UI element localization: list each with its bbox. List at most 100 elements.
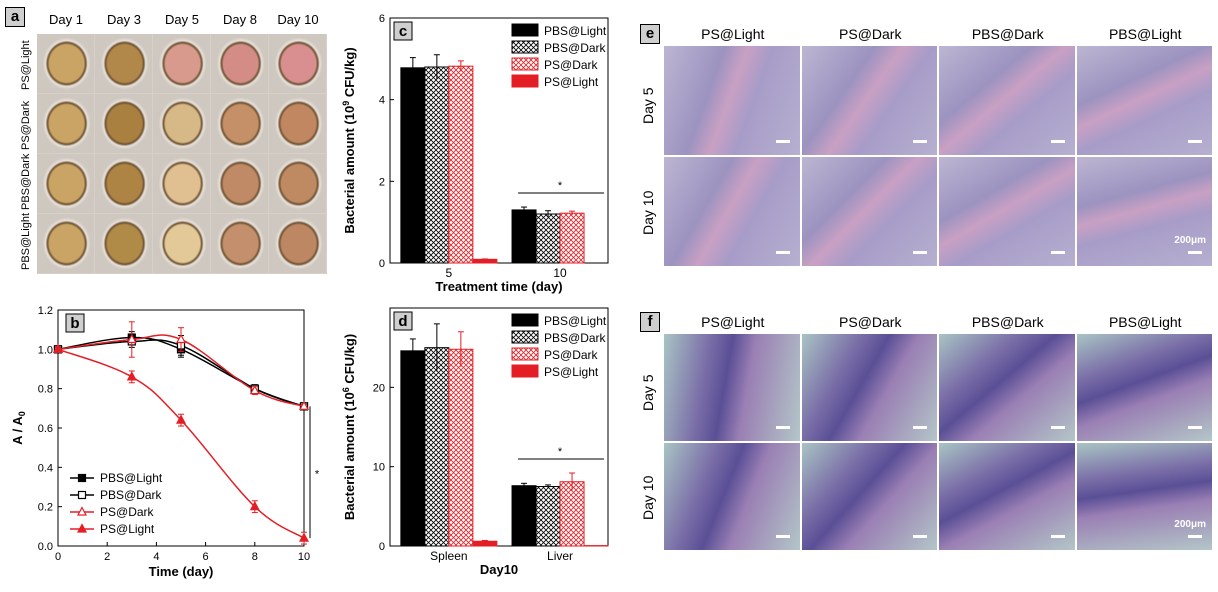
panel-c-label: c [399, 23, 407, 40]
data-point [249, 500, 260, 511]
x-tick-label: 5 [446, 266, 453, 280]
photo-row-label: PBS@Light [20, 212, 32, 270]
legend-swatch [511, 347, 539, 361]
y-axis-title-end: CFU/kg) [342, 47, 357, 100]
scale-bar [913, 426, 927, 429]
x-axis-title: Time (day) [149, 564, 214, 579]
bar [448, 65, 474, 264]
y-axis-title: Bacterial amount (109 CFU/kg) [341, 47, 357, 233]
panel-a-photos: a Day 1 Day 3 Day 5 Day 8 Day 10 PS@Light PS@… [0, 0, 330, 280]
panel-c-label-box [393, 21, 413, 41]
x-tick-label: 4 [153, 551, 159, 563]
y-axis-title: A / A0 [10, 411, 27, 445]
x-tick-label: Spleen [430, 549, 467, 563]
bar [535, 213, 561, 264]
y-tick-label: 0.2 [38, 502, 53, 514]
data-point [77, 490, 87, 500]
scale-bar [1050, 535, 1065, 538]
scale-bar-text: 200μm [1174, 519, 1206, 530]
histology-column-label: PS@Dark [839, 26, 902, 42]
y-tick-label: 0 [379, 258, 385, 270]
bar [400, 67, 426, 264]
y-tick-label: 6 [379, 13, 385, 25]
legend-label: PS@Dark [544, 58, 599, 72]
legend-label: PS@Light [544, 75, 599, 89]
scale-bar [1050, 251, 1065, 254]
bar [559, 212, 585, 264]
x-axis-title: Treatment time (day) [435, 279, 562, 294]
wound-photo [269, 34, 326, 93]
panel-a-label: a [5, 7, 25, 27]
wound-photo [211, 94, 268, 153]
legend-swatch [511, 330, 539, 344]
bar [424, 66, 450, 264]
y-tick-label: 1.2 [38, 305, 53, 317]
scale-bar [775, 535, 790, 538]
bar [511, 209, 537, 264]
series-line [57, 348, 305, 539]
histology-row-label: Day 10 [640, 475, 656, 520]
bar [400, 350, 426, 547]
data-point [77, 523, 87, 533]
he-stain-image [664, 157, 800, 266]
y-tick-label: 0 [379, 541, 385, 553]
chart-d-bacterial-amount-organs: 0 10 20 Spleen Liver * Day10 Bacterial amount (… [341, 307, 609, 577]
y-tick-label: 20 [373, 382, 385, 394]
he-stain-image [664, 46, 800, 155]
wound-photo [211, 214, 268, 273]
wound-photo [37, 214, 94, 273]
wound-photo [211, 34, 268, 93]
y-tick-label: 0.6 [38, 423, 53, 435]
he-stain-image [801, 157, 937, 266]
y-tick-label: 1.0 [38, 344, 53, 356]
photo-column-label: Day 3 [107, 12, 141, 27]
photo-column-label: Day 10 [277, 12, 319, 27]
legend-label: PS@Dark [100, 505, 155, 519]
wound-photo [95, 154, 152, 213]
legend-label: PBS@Light [544, 24, 607, 38]
y-axis-title-main: A / A [10, 416, 25, 445]
data-point [53, 343, 63, 353]
bar [559, 481, 585, 547]
bar [448, 348, 474, 547]
wound-photo [211, 154, 268, 213]
chart-b-relative-wound-area: 0 2 4 6 8 10 0.0 0.2 0.4 0.6 0.8 1.0 1.2 Time (day) A … [10, 305, 320, 579]
y-axis-title-sub: 0 [17, 411, 27, 416]
wound-photo-grid [37, 34, 327, 274]
histology-row-label: Day 10 [640, 190, 656, 235]
wound-photo [269, 154, 326, 213]
wound-photo [37, 154, 94, 213]
he-stain-grid: 200μm [664, 46, 1214, 268]
x-tick-label: 6 [203, 551, 209, 563]
histology-column-label: PS@Light [701, 314, 765, 330]
legend-swatch [511, 40, 539, 54]
data-point [126, 371, 137, 381]
bar [511, 485, 537, 547]
panel-b-label-box [65, 313, 85, 333]
legend-label: PBS@Light [544, 314, 607, 328]
y-tick-label: 10 [373, 462, 385, 474]
legend-swatch [511, 57, 539, 71]
wound-photo [153, 94, 210, 153]
data-point [77, 473, 87, 483]
scale-bar [1050, 140, 1065, 143]
histology-column-label: PBS@Light [1108, 26, 1182, 42]
masson-stain-image [1076, 334, 1212, 441]
data-point [176, 414, 186, 424]
scale-bar [1188, 535, 1202, 538]
data-point [299, 532, 309, 542]
scale-bar [775, 426, 790, 429]
photo-row-label: PS@Light [20, 40, 32, 90]
x-tick-label: 0 [55, 551, 61, 563]
significance-marker: * [558, 446, 563, 458]
histology-column-label: PBS@Dark [971, 26, 1044, 42]
y-tick-label: 0.4 [38, 462, 53, 474]
legend-swatch [511, 23, 539, 37]
masson-stain-image [801, 334, 937, 441]
significance-marker: * [315, 468, 320, 480]
y-axis-title-main: Bacterial amount (10 [342, 392, 357, 520]
y-tick-label: 4 [379, 95, 385, 107]
x-tick-label: 2 [104, 551, 110, 563]
masson-stain-image [664, 443, 800, 550]
legend-swatch [511, 74, 539, 88]
